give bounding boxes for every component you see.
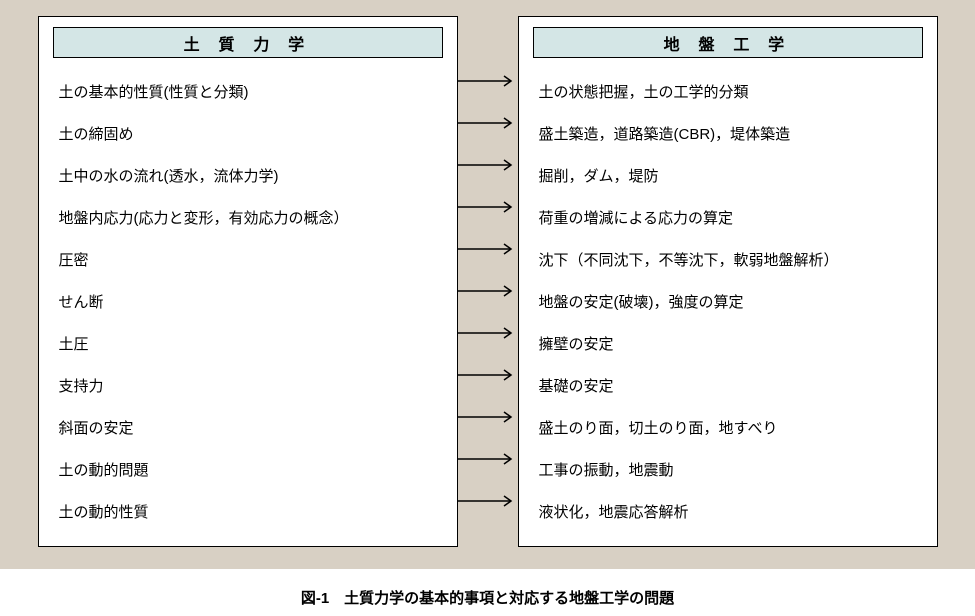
right-row: 沈下（不同沈下，不等沈下，軟弱地盤解析）	[533, 238, 923, 280]
arrow-icon	[458, 60, 518, 102]
columns-wrapper: 土 質 力 学 土の基本的性質(性質と分類)土の締固め土中の水の流れ(透水，流体…	[32, 16, 943, 547]
left-row: 土の動的問題	[53, 448, 443, 490]
right-row: 土の状態把握，土の工学的分類	[533, 70, 923, 112]
arrow-icon	[458, 396, 518, 438]
left-row: 圧密	[53, 238, 443, 280]
arrow-icon	[458, 228, 518, 270]
diagram-stage: 土 質 力 学 土の基本的性質(性質と分類)土の締固め土中の水の流れ(透水，流体…	[0, 0, 975, 569]
left-row: 土圧	[53, 322, 443, 364]
left-panel-header: 土 質 力 学	[53, 27, 443, 58]
right-row: 液状化，地震応答解析	[533, 490, 923, 532]
arrow-icon	[458, 102, 518, 144]
arrows-column	[458, 16, 518, 547]
arrow-icon	[458, 354, 518, 396]
right-panel-items: 土の状態把握，土の工学的分類盛土築造，道路築造(CBR)，堤体築造掘削，ダム，堤…	[533, 70, 923, 532]
left-panel-items: 土の基本的性質(性質と分類)土の締固め土中の水の流れ(透水，流体力学)地盤内応力…	[53, 70, 443, 532]
left-row: 土の締固め	[53, 112, 443, 154]
right-row: 盛土築造，道路築造(CBR)，堤体築造	[533, 112, 923, 154]
right-row: 工事の振動，地震動	[533, 448, 923, 490]
left-panel: 土 質 力 学 土の基本的性質(性質と分類)土の締固め土中の水の流れ(透水，流体…	[38, 16, 458, 547]
right-row: 盛土のり面，切土のり面，地すべり	[533, 406, 923, 448]
right-panel: 地 盤 工 学 土の状態把握，土の工学的分類盛土築造，道路築造(CBR)，堤体築…	[518, 16, 938, 547]
left-row: 土の動的性質	[53, 490, 443, 532]
right-row: 基礎の安定	[533, 364, 923, 406]
arrow-icon	[458, 270, 518, 312]
right-row: 荷重の増減による応力の算定	[533, 196, 923, 238]
arrow-icon	[458, 312, 518, 354]
right-row: 掘削，ダム，堤防	[533, 154, 923, 196]
figure-caption: 図-1 土質力学の基本的事項と対応する地盤工学の問題	[0, 587, 975, 608]
right-row: 擁壁の安定	[533, 322, 923, 364]
left-row: 土の基本的性質(性質と分類)	[53, 70, 443, 112]
left-row: 土中の水の流れ(透水，流体力学)	[53, 154, 443, 196]
left-row: せん断	[53, 280, 443, 322]
left-row: 地盤内応力(応力と変形，有効応力の概念）	[53, 196, 443, 238]
right-row: 地盤の安定(破壊)，強度の算定	[533, 280, 923, 322]
arrow-icon	[458, 144, 518, 186]
left-row: 支持力	[53, 364, 443, 406]
arrow-icon	[458, 480, 518, 522]
left-row: 斜面の安定	[53, 406, 443, 448]
arrow-icon	[458, 438, 518, 480]
right-panel-header: 地 盤 工 学	[533, 27, 923, 58]
arrow-icon	[458, 186, 518, 228]
